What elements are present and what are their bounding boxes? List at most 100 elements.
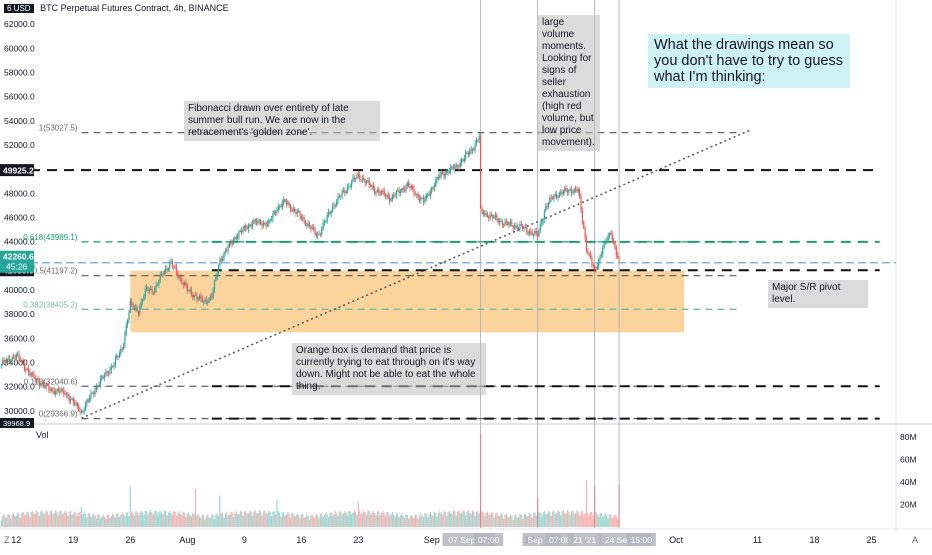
volume-bar [406, 514, 408, 527]
zone-annotation[interactable]: Orange box is demand that price is curre… [292, 343, 486, 395]
candle [234, 237, 236, 240]
candle [78, 405, 80, 412]
fib-level-label: 1(53027.5) [39, 124, 78, 133]
x-highlight-bg [626, 533, 656, 546]
volume-bar [557, 510, 559, 527]
volume-bar [376, 511, 379, 527]
candle [431, 187, 433, 192]
candle [479, 136, 482, 209]
candle [0, 364, 2, 365]
volume-bar [56, 511, 58, 527]
fib-annotation[interactable]: Fibonacci drawn over entirety of late su… [184, 101, 380, 141]
candle [105, 371, 107, 376]
candle [304, 220, 307, 226]
candle [330, 211, 332, 214]
volume-bar [156, 514, 159, 527]
volume-bar [503, 518, 505, 527]
candle [413, 188, 415, 195]
candle [189, 289, 191, 291]
candle [26, 368, 28, 371]
candle [247, 225, 250, 230]
volume-bar [599, 513, 601, 527]
volume-bar [72, 513, 74, 527]
candle [139, 306, 141, 314]
volume-bar [135, 511, 137, 527]
volume-bar [360, 514, 362, 527]
candle [340, 196, 342, 197]
volume-bar [490, 511, 493, 527]
volume-bar [117, 513, 119, 527]
candle [75, 402, 77, 405]
candle [564, 188, 566, 192]
candle [11, 357, 13, 361]
candle [19, 358, 21, 362]
candle [249, 224, 251, 226]
candle [167, 268, 169, 271]
volume-bar [577, 512, 579, 527]
candle [504, 221, 506, 226]
volume-bar [230, 511, 232, 527]
volume-bar [531, 517, 533, 527]
candle [333, 205, 335, 207]
candle [452, 166, 455, 169]
candle [498, 221, 501, 223]
pivot-annotation[interactable]: Major S/R pivot level. [768, 280, 868, 308]
volume-bar [611, 518, 613, 527]
candle [125, 325, 127, 335]
volume-bar [64, 510, 66, 527]
volume-bar [333, 514, 335, 527]
candle [460, 159, 463, 163]
candle [336, 200, 338, 206]
candle [416, 194, 418, 195]
volume-bar [25, 514, 27, 527]
candle [179, 277, 182, 279]
candle [615, 248, 617, 256]
legend-annotation[interactable]: What the drawings mean so you don't have… [648, 34, 850, 88]
candle [550, 197, 552, 199]
candle [591, 258, 593, 265]
candle [456, 164, 459, 167]
volume-bar [414, 514, 417, 527]
candle [497, 218, 499, 223]
volume-bar [383, 513, 385, 527]
volume-bar [36, 510, 38, 527]
candle [443, 174, 445, 177]
fib-level-label: 0(29366.9) [39, 410, 78, 419]
candle [14, 357, 16, 359]
volume-bar [270, 516, 273, 527]
volume-bar [4, 517, 7, 527]
candle [101, 376, 103, 379]
volume-bar [512, 520, 514, 527]
volume-bar [82, 514, 84, 527]
volume-bar [212, 514, 214, 527]
candle [557, 197, 559, 198]
candle [508, 223, 510, 225]
volume-annotation[interactable]: large volume moments. Looking for signs … [538, 15, 600, 151]
candle [302, 217, 304, 219]
volume-bar [207, 514, 209, 527]
candle [226, 250, 228, 252]
volume-tick-label: 80M [900, 432, 917, 442]
volume-bar [177, 512, 179, 527]
volume-bar [332, 515, 334, 527]
volume-bar [374, 512, 376, 527]
volume-bar [604, 513, 607, 527]
candle [109, 369, 111, 375]
candle [607, 235, 609, 241]
candle [492, 214, 494, 219]
volume-bar [364, 512, 366, 527]
candle [156, 284, 159, 286]
x-highlight-label: Sep '21 [527, 535, 556, 545]
volume-bar [232, 516, 235, 527]
x-highlight-label: 07 Sep '21 [448, 535, 489, 545]
candle [274, 211, 277, 213]
volume-bar [355, 512, 357, 527]
candle [422, 197, 425, 203]
candle [45, 384, 47, 388]
volume-bar [204, 519, 206, 527]
candle [516, 225, 518, 229]
candle [361, 177, 364, 180]
candle [99, 378, 102, 385]
volume-bar [211, 514, 213, 527]
volume-bar [44, 513, 46, 527]
